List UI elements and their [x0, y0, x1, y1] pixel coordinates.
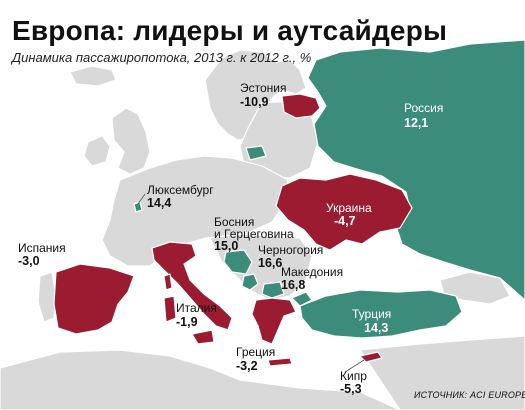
luxembourg-leader: [137, 193, 146, 205]
great-britain: [111, 107, 151, 175]
russia-value: 12,1: [404, 116, 428, 130]
turkey: [299, 289, 463, 339]
luxembourg: [133, 201, 143, 213]
cyprus-value: -5,3: [340, 382, 362, 396]
macedonia: [261, 281, 285, 299]
cyprus-leader: [344, 359, 365, 373]
italy-value: -1,9: [176, 315, 198, 329]
cyprus-label: Кипр: [340, 369, 367, 383]
greece-value: -3,2: [236, 359, 258, 373]
russia-label: Россия: [404, 101, 443, 115]
spain-label: Испания: [18, 241, 66, 255]
estonia-label: Эстония: [240, 81, 287, 95]
macedonia-value: 16,8: [281, 278, 305, 292]
map-subtitle: Динамика пассажиропотока, 2013 г. к 2012…: [10, 50, 311, 65]
montenegro-value: 16,6: [258, 256, 282, 270]
montenegro-label: Черногория: [258, 243, 323, 257]
estonia: [281, 93, 321, 119]
crete: [267, 357, 293, 367]
iceland: [69, 65, 117, 87]
sicily: [191, 329, 215, 345]
portugal: [37, 271, 57, 323]
turkey-thrace: [290, 291, 313, 307]
montenegro: [241, 273, 259, 291]
corsica: [163, 273, 173, 291]
ukraine-label: Украина: [326, 201, 372, 215]
kaliningrad: [245, 145, 267, 161]
map-title: Европа: лидеры и аутсайдеры: [12, 15, 447, 46]
ireland: [83, 135, 111, 167]
russia: [307, 39, 525, 301]
sardinia: [163, 295, 177, 323]
macedonia-label: Македония: [281, 265, 343, 279]
estonia-value: -10,9: [240, 95, 269, 109]
bosnia-label: Босния: [214, 215, 254, 229]
greece-label: Греция: [236, 345, 275, 359]
italy-label: Италия: [176, 301, 217, 315]
ukraine: [275, 173, 413, 251]
source-note: ИСТОЧНИК: ACI EUROPE: [414, 390, 525, 400]
italy: [151, 241, 233, 331]
spain-value: -3,0: [18, 254, 40, 268]
ukraine-value: -4,7: [334, 214, 356, 228]
turkey-label: Турция: [352, 307, 391, 321]
bosnia: [223, 249, 253, 275]
greece: [251, 297, 297, 345]
north-africa: [0, 349, 401, 410]
bosnia-value: 15,0: [214, 239, 238, 253]
bosnia-label-2: и Герцеговина: [214, 227, 294, 241]
scandinavia: [204, 49, 307, 141]
luxembourg-value: 14,4: [147, 196, 171, 210]
turkey-value: 14,3: [364, 321, 388, 335]
luxembourg-label: Люксембург: [147, 183, 214, 197]
spain: [53, 263, 135, 335]
middle-east: [358, 335, 525, 410]
